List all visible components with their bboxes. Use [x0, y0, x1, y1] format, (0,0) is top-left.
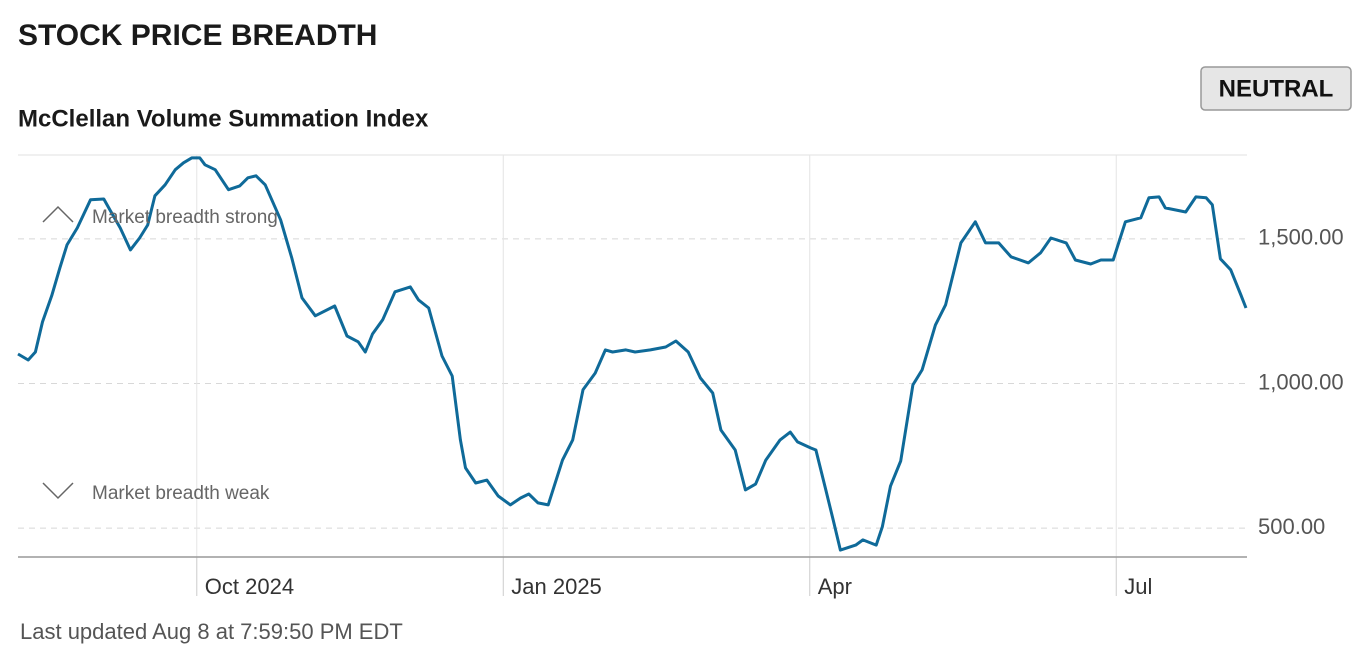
arrow-up-icon: [42, 205, 74, 223]
chart-subtitle: McClellan Volume Summation Index: [18, 105, 429, 132]
x-tick-label: Jul: [1124, 574, 1152, 599]
annotation: Market breadth strong: [92, 207, 278, 228]
rating-label: NEUTRAL: [1219, 75, 1334, 102]
chart-title: STOCK PRICE BREADTH: [18, 19, 377, 52]
x-tick-label: Oct 2024: [205, 574, 294, 599]
y-tick-label: 500.00: [1258, 514, 1325, 539]
footer-text: Last updated Aug 8 at 7:59:50 PM EDT: [20, 619, 403, 644]
x-tick-label: Apr: [818, 574, 852, 599]
rating-badge: [1200, 66, 1352, 111]
data-line: [17, 156, 1248, 552]
y-tick-label: 1,500.00: [1258, 225, 1344, 250]
y-tick-label: 1,000.00: [1258, 369, 1344, 394]
arrow-down-icon: [42, 482, 74, 500]
plot-area: 500.00 1,000.00 1,500.00 Oct 2024 Jan 2025 Ap…: [17, 154, 1344, 599]
annotation: Market breadth weak: [92, 483, 270, 504]
x-tick-label: Jan 2025: [511, 574, 602, 599]
